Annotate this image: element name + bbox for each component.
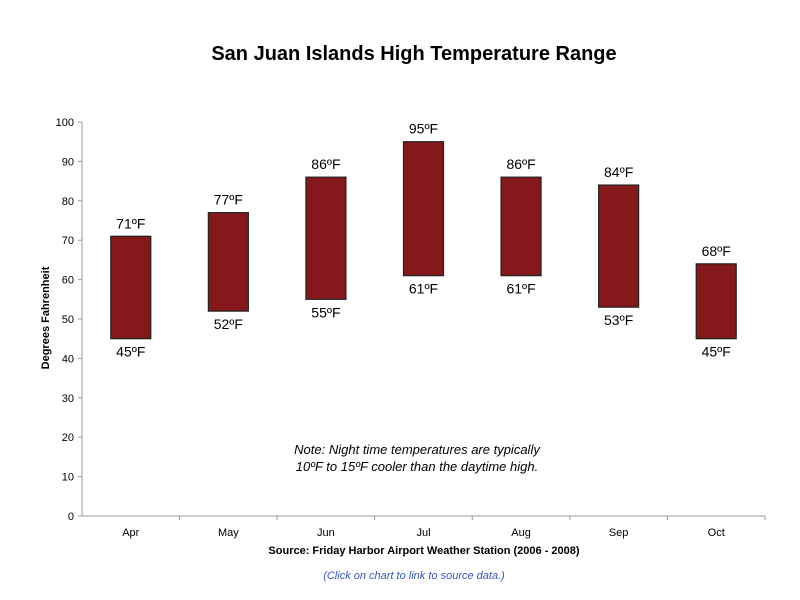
range-bar-jun[interactable] [305,176,347,300]
range-bar-oct[interactable] [695,263,737,340]
x-tick-label: Jul [416,527,430,539]
range-bar-may[interactable] [207,212,249,312]
note-line-1: Note: Night time temperatures are typica… [294,442,541,457]
high-data-label: 71ºF [116,215,145,231]
note-line-2: 10ºF to 15ºF cooler than the daytime hig… [296,459,538,474]
high-data-label: 86ºF [506,156,535,172]
low-data-label: 52ºF [214,316,243,332]
high-data-label: 84ºF [604,164,633,180]
range-bar-aug[interactable] [500,176,542,277]
high-data-label: 77ºF [214,192,243,208]
range-bar-jul[interactable] [402,141,445,277]
y-tick-label: 50 [62,314,74,326]
y-tick-label: 30 [62,393,74,405]
range-bar-sep[interactable] [598,184,640,308]
high-data-label: 68ºF [702,243,731,259]
low-data-label: 61ºF [506,281,535,297]
low-data-label: 55ºF [311,304,340,320]
y-tick-label: 70 [62,235,74,247]
y-tick-label: 90 [62,156,74,168]
source-data-link[interactable]: (Click on chart to link to source data.) [323,570,505,582]
y-tick-label: 40 [62,353,74,365]
y-tick-label: 100 [56,117,74,129]
low-data-label: 45ºF [116,344,145,360]
x-axis-source-label: Source: Friday Harbor Airport Weather St… [268,545,579,557]
x-tick-label: Jun [317,527,335,539]
y-axis-label: Degrees Fahrenheit [40,266,52,369]
x-tick-label: Apr [122,527,139,539]
low-data-label: 61ºF [409,281,438,297]
y-tick-label: 10 [62,472,74,484]
x-tick-label: Sep [609,527,629,539]
chart-title: San Juan Islands High Temperature Range [211,43,616,65]
high-data-label: 95ºF [409,121,438,137]
y-tick-label: 20 [62,432,74,444]
low-data-label: 45ºF [702,344,731,360]
x-tick-label: Aug [511,527,531,539]
x-tick-label: May [218,527,239,539]
y-tick-label: 60 [62,275,74,287]
x-tick-label: Oct [708,527,725,539]
y-tick-label: 80 [62,196,74,208]
y-tick-label: 0 [68,511,74,523]
range-bar-apr[interactable] [110,235,152,340]
low-data-label: 53ºF [604,312,633,328]
high-data-label: 86ºF [311,156,340,172]
